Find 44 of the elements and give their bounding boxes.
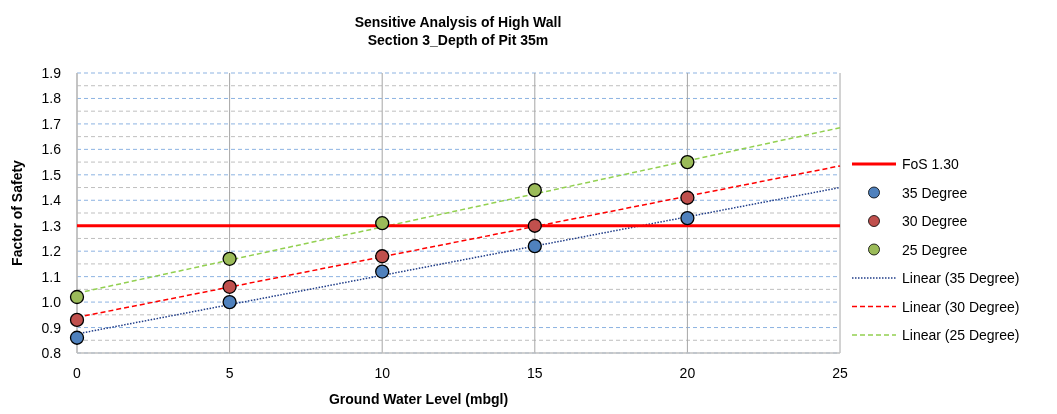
y-tick-label: 1.4 [41, 192, 62, 209]
x-tick-label: 25 [832, 365, 848, 381]
y-tick-label: 0.9 [41, 319, 62, 336]
point [680, 210, 695, 226]
y-tick-label: 1.9 [41, 65, 62, 81]
x-tick-label: 10 [374, 365, 391, 381]
x-tick-label: 5 [225, 365, 234, 381]
x-tick-label: 0 [73, 365, 82, 381]
y-tick-label: 1.6 [41, 141, 62, 158]
y-tick-label: 1.3 [41, 217, 62, 234]
point [680, 154, 695, 170]
y-tick-label: 1.2 [41, 243, 62, 260]
y-tick-label: 0.8 [41, 345, 62, 361]
point [69, 330, 85, 345]
point [527, 238, 542, 254]
y-tick-label: 1.5 [41, 166, 62, 183]
y-axis-title: Factor of Safety [9, 159, 25, 266]
point [69, 289, 85, 305]
point [222, 279, 237, 294]
point [222, 251, 237, 266]
legend-label: 30 Degree [902, 213, 968, 229]
x-tick-label: 15 [527, 365, 543, 381]
chart-subtitle: Section 3_Depth of Pit 35m [367, 32, 549, 48]
legend-label: Linear (30 Degree) [902, 298, 1020, 315]
x-axis-title: Ground Water Level (mbgl) [328, 391, 509, 407]
y-tick-label: 1.0 [41, 294, 62, 311]
legend-label: Linear (25 Degree) [902, 327, 1020, 343]
y-tick-label: 1.1 [41, 268, 62, 285]
legend-label: Linear (35 Degree) [902, 270, 1020, 286]
y-tick-label: 1.8 [41, 90, 62, 107]
y-tick-label: 1.7 [41, 115, 62, 132]
point [527, 218, 542, 233]
legend-label: FoS 1.30 [902, 156, 960, 172]
point [69, 312, 85, 328]
chart-title: Sensitive Analysis of High Wall [354, 14, 562, 30]
point [527, 182, 542, 198]
x-tick-label: 20 [679, 365, 696, 381]
point [222, 294, 237, 310]
point [680, 190, 695, 205]
point [375, 249, 390, 264]
legend-label: 35 Degree [902, 184, 968, 201]
point [375, 264, 390, 279]
legend-label: 25 Degree [902, 241, 968, 258]
point [375, 216, 390, 231]
